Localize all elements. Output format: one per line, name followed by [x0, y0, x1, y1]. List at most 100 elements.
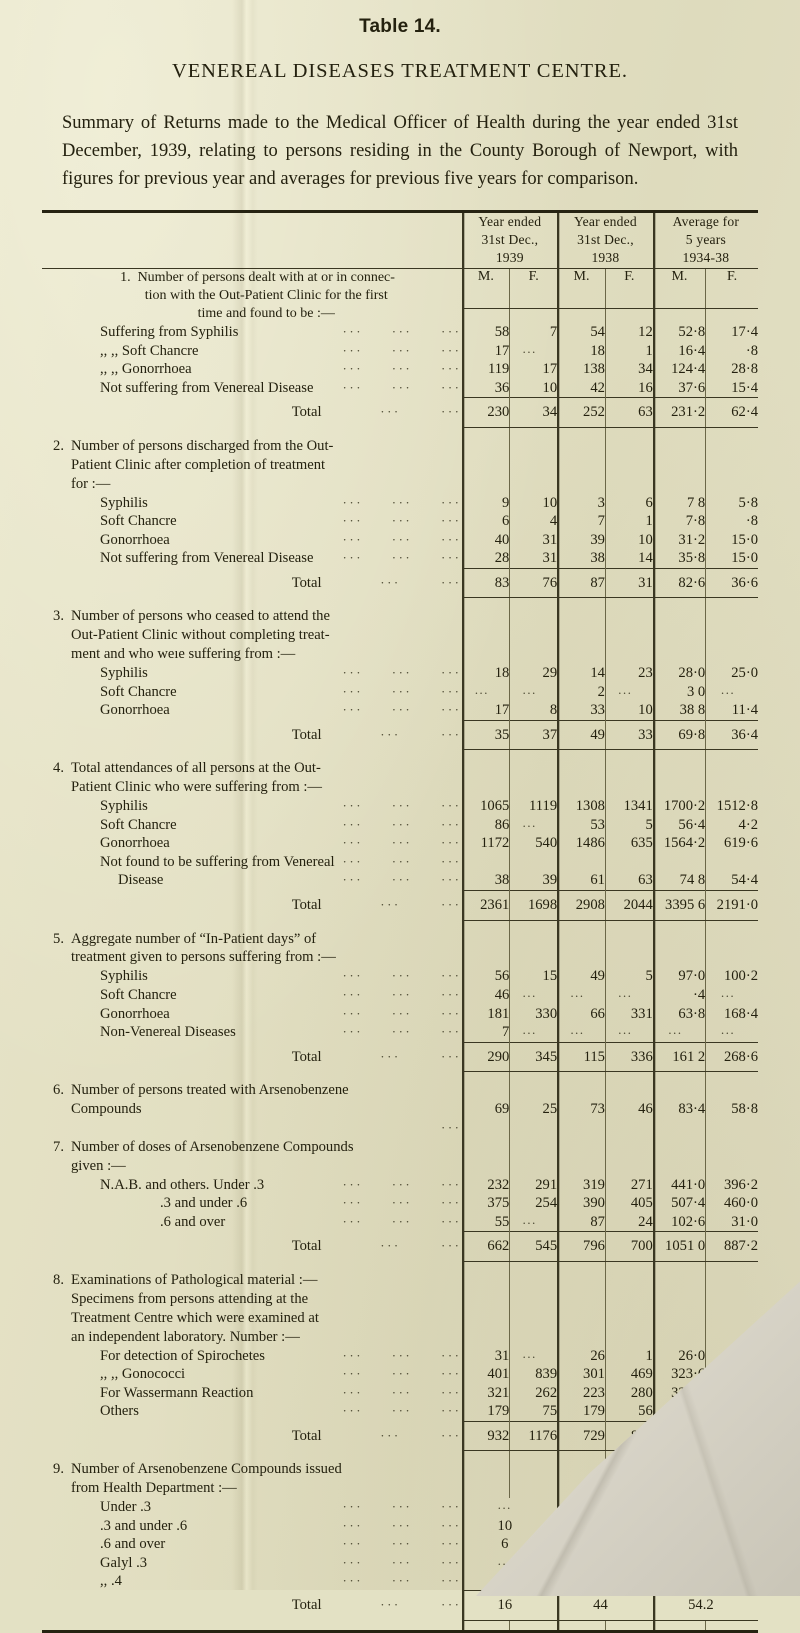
section-number: 9. [53, 1461, 64, 1478]
empty-cell [557, 914, 606, 921]
empty-cell [557, 749, 606, 760]
empty-cell [604, 759, 654, 798]
table-row: N.A.B. and others. Under .3 ··· ··· ··· 23… [42, 1175, 758, 1195]
data-cell: 73 [557, 1081, 606, 1138]
table-row: Gonorrhoea ··· ··· ··· 17 8 33 10 38 8 11·4 [42, 701, 758, 721]
empty-cell [557, 1255, 606, 1262]
row-label: Gonorrhoea ··· ··· ··· [100, 1005, 462, 1022]
section-end-rule [42, 914, 758, 921]
empty-cell [705, 597, 758, 608]
empty-cell [461, 427, 510, 437]
data-cell: ·8 [705, 512, 758, 531]
data-cell: ... [461, 1572, 558, 1591]
data-cell: 31 [461, 1346, 510, 1366]
data-cell: 682·4 [705, 1426, 758, 1446]
empty-cell [705, 318, 758, 324]
data-cell: ... [652, 1572, 758, 1591]
data-cell: 181 [461, 1004, 510, 1024]
data-cell: 46 [604, 1081, 654, 1138]
data-cell: 7 [557, 512, 606, 531]
empty-cell [652, 890, 706, 896]
data-cell: 252 [557, 403, 606, 422]
data-cell: 1172 [461, 834, 510, 853]
data-cell: 832·4 [652, 1426, 706, 1446]
empty-cell [509, 1041, 558, 1048]
data-cell: 36·4 [705, 725, 758, 745]
data-cell: ... [652, 1553, 758, 1573]
section-end-rule [42, 1255, 758, 1262]
table-row: Syphilis ··· ··· ··· 9 10 3 6 7 8 5·8 [42, 493, 758, 513]
table-number-heading: Table 14. [359, 16, 441, 37]
empty-cell [461, 421, 510, 428]
data-cell: 18 [461, 664, 510, 683]
table-row: .3 and under .6 ··· ··· ··· 10 18 33·6 [42, 1516, 758, 1536]
data-cell: 321 [461, 1383, 510, 1403]
empty-cell [461, 597, 510, 608]
empty-cell [461, 1261, 510, 1271]
empty-cell [705, 914, 758, 921]
data-cell: 28 [461, 549, 510, 569]
table-row: Non-Venereal Diseases ··· ··· ··· 7.......… [42, 1023, 758, 1043]
section-end-rule [42, 421, 758, 428]
empty-cell [652, 1261, 706, 1271]
data-cell: 7 8 [652, 493, 706, 513]
data-cell: 1700·2 [652, 797, 706, 816]
empty-cell [461, 914, 510, 921]
table-row: Gonorrhoea ··· ··· ··· 40 31 39 10 31·2 15·0 [42, 530, 758, 550]
row-label: Syphilis ··· ··· ··· [100, 665, 462, 682]
data-cell: 1308 [557, 797, 606, 816]
data-cell: 396·2 [705, 1175, 758, 1195]
empty-cell [604, 1255, 654, 1262]
data-cell: 18 [557, 1516, 654, 1536]
empty-cell [461, 719, 510, 726]
data-cell: 63 [604, 403, 654, 422]
empty-cell [461, 607, 510, 665]
empty-cell [604, 1041, 654, 1048]
data-cell: 39 [509, 871, 558, 891]
data-cell: 6 [461, 512, 510, 531]
data-cell: 54 [557, 323, 606, 342]
empty-cell [652, 1071, 706, 1082]
empty-cell [705, 759, 758, 798]
empty-cell [652, 421, 706, 428]
data-cell: 441·0 [652, 1175, 706, 1195]
empty-cell [461, 1137, 510, 1176]
empty-cell [557, 1137, 606, 1176]
row-label: Under .3 ··· ··· ··· [100, 1499, 462, 1516]
empty-cell [42, 920, 462, 930]
empty-cell [604, 914, 654, 921]
total-row: Total ··· ··· 35 37 49 33 69·8 36·4 [42, 725, 758, 745]
empty-cell [557, 436, 606, 494]
data-cell: 179 [461, 1402, 510, 1422]
data-cell: 291 [509, 1175, 558, 1195]
data-cell: 18 [557, 341, 606, 361]
data-cell: 2 [557, 682, 606, 702]
venereal-diseases-table: Year ended 31st Dec., 1939 Year ended 31st D… [42, 213, 758, 1630]
data-cell: 1486 [557, 834, 606, 853]
data-cell: 115 [557, 1047, 606, 1067]
data-cell: 33 [557, 701, 606, 721]
empty-cell [604, 890, 654, 896]
row-label: ,, ,, Gonococci ··· ··· ··· [100, 1366, 462, 1383]
data-cell: ... [509, 815, 558, 835]
data-cell: 74 8 [652, 871, 706, 891]
section-number: 7. [53, 1138, 64, 1155]
data-cell: ... [705, 985, 758, 1005]
empty-cell [509, 1255, 558, 1262]
empty-cell [604, 567, 654, 574]
empty-cell [557, 1261, 606, 1271]
data-cell: ... [509, 1346, 558, 1366]
data-cell: 11·4 [705, 701, 758, 721]
data-cell: 38 [557, 549, 606, 569]
empty-cell [509, 308, 558, 319]
data-cell: 15·4 [705, 378, 758, 398]
empty-cell [652, 567, 706, 574]
section-number: 8. [53, 1271, 64, 1288]
data-cell: ... [557, 1023, 606, 1043]
data-cell: 33·6 [652, 1516, 758, 1536]
data-cell: 119 [461, 360, 510, 379]
data-cell: 729 [557, 1426, 606, 1446]
data-cell: 69·8 [652, 725, 706, 745]
row-label: Gonorrhoea ··· ··· ··· [100, 835, 462, 852]
empty-cell [461, 852, 510, 872]
